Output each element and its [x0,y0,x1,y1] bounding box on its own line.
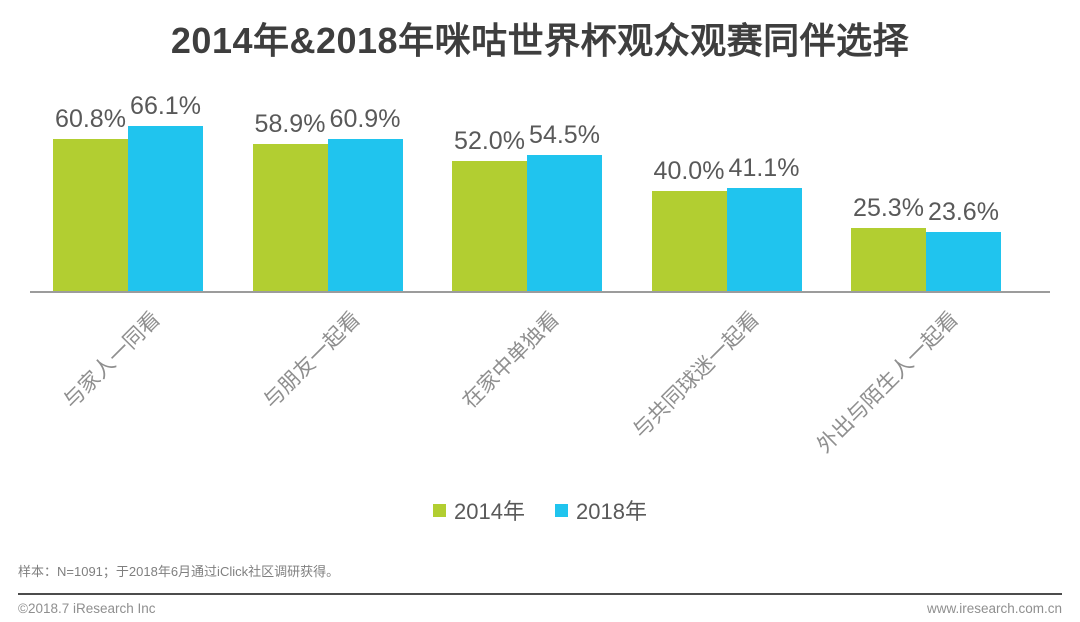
category-label-5: 外出与陌生人一起看 [812,307,963,458]
footer-divider [18,593,1062,595]
bar-2014-group-5 [851,227,926,291]
bar-value-label-2018-group-2: 60.9% [329,104,401,133]
category-label-1: 与家人一同看 [59,307,165,413]
bar-value-label-2014-group-2: 58.9% [254,109,326,138]
bar-2014-group-2 [252,143,328,291]
bar-value-label-2018-group-5: 23.6% [928,198,999,226]
bar-group-2: 58.9% 60.9% [252,41,403,291]
bar-2018-group-3 [527,154,602,291]
bar-group-1: 60.8% 66.1% [53,41,203,291]
bar-2014-group-4 [651,191,727,291]
legend-label-2018: 2018年 [576,499,647,524]
legend-item-2018: 2018年 [555,494,647,526]
plot-area: 60.8% 66.1% 58.9% 60.9% 52.0% 54.5% 40.0% 41.1%… [30,41,1050,293]
legend-swatch-2018 [555,503,568,517]
bar-value-label-2014-group-4: 40.0% [653,157,725,185]
website-url: www.iresearch.com.cn [926,601,1062,616]
legend-label-2014: 2014年 [454,499,525,524]
bar-2014-group-3 [452,161,527,291]
bar-value-label-2018-group-4: 41.1% [728,154,800,183]
bar-value-label-2018-group-1: 66.1% [130,91,201,120]
bar-value-label-2014-group-5: 25.3% [853,193,924,222]
legend: 2014年 2018年 [0,494,1080,526]
bar-value-label-2014-group-3: 52.0% [454,127,525,155]
category-label-2: 与朋友一起看 [258,307,365,413]
bar-group-3: 52.0% 54.5% [452,41,602,291]
copyright-text: ©2018.7 iResearch Inc [18,601,156,616]
bar-2014-group-1 [53,139,128,291]
bar-2018-group-2 [327,138,403,291]
bar-group-5: 25.3% 23.6% [851,41,1001,291]
bar-value-label-2018-group-3: 54.5% [529,120,600,149]
bar-2018-group-4 [726,188,802,291]
bar-value-label-2014-group-1: 60.8% [55,105,126,133]
legend-item-2014: 2014年 [433,494,525,526]
bar-2018-group-5 [926,232,1001,291]
category-label-4: 与共同球迷一起看 [628,307,764,443]
sample-footnote: 样本：N=1091；于2018年6月通过iClick社区调研获得。 [18,564,340,579]
legend-swatch-2014 [433,503,447,517]
bar-2018-group-1 [128,125,203,291]
chart-title: 2014年&2018年咪咕世界杯观众观赛同伴选择 [170,20,910,61]
bar-group-4: 40.0% 41.1% [651,41,802,291]
category-label-3: 在家中单独看 [458,307,564,413]
